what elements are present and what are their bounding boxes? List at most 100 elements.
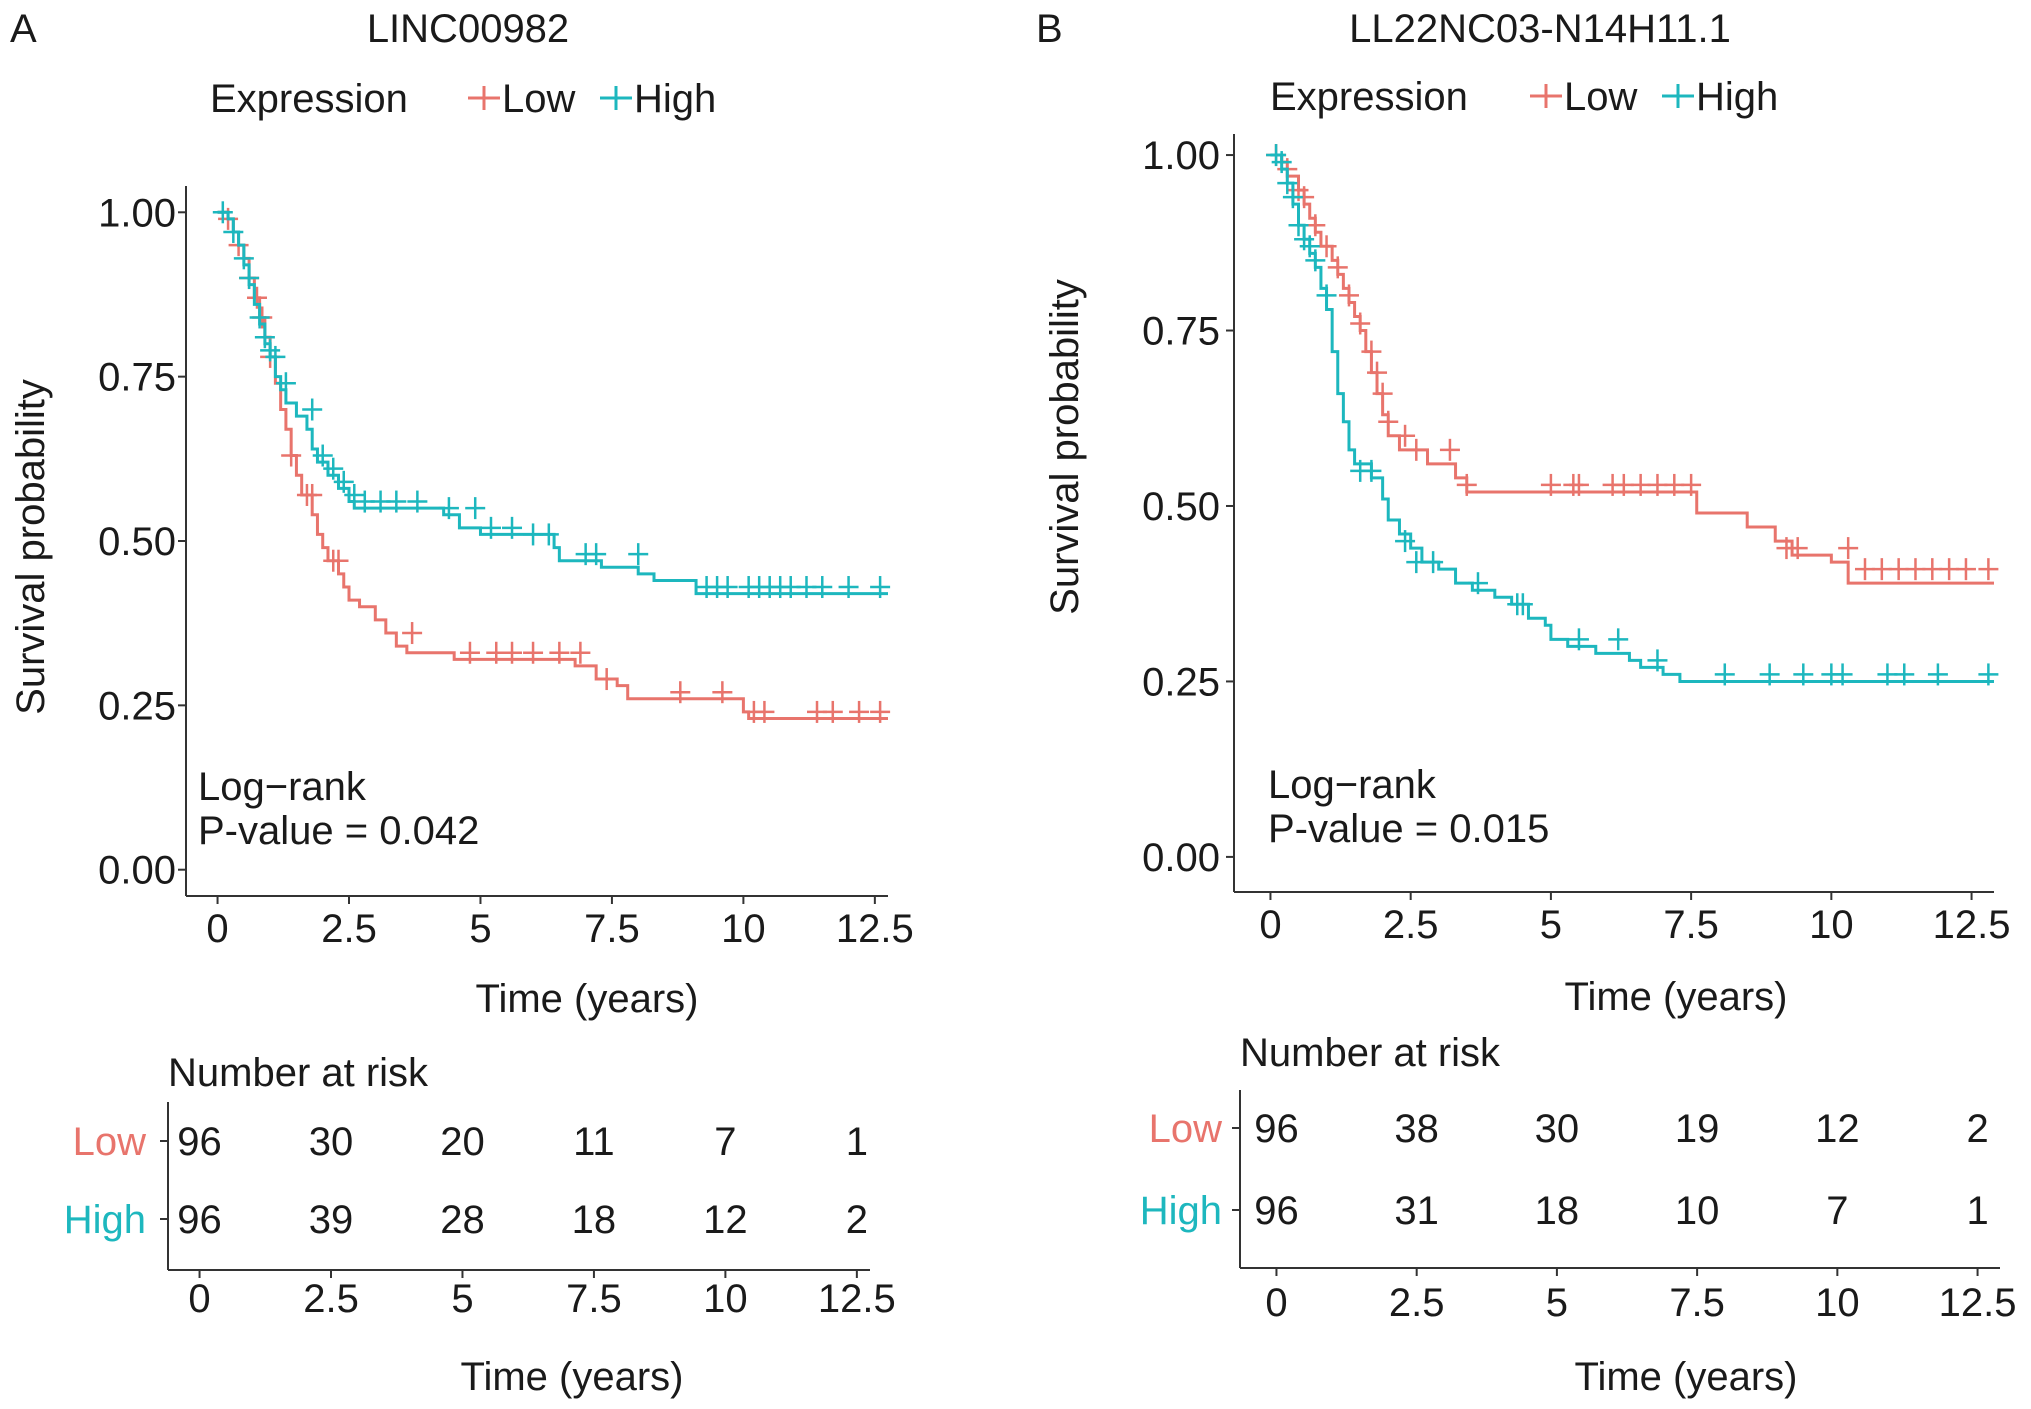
panel-b-risk-x-axis-label: Time (years) xyxy=(1575,1355,1798,1399)
panel-b-censor-mark-high xyxy=(1271,151,1292,174)
panel-b-censor-mark-low xyxy=(1305,214,1326,237)
panel-a-legend-low-key xyxy=(468,86,500,110)
panel-a-annotation-line2: P-value = 0.042 xyxy=(198,809,479,853)
panel-a-censor-mark-high xyxy=(717,576,738,599)
panel-a-censor-mark-high xyxy=(502,516,523,539)
panel-a-censor-mark-low xyxy=(754,700,775,723)
panel-a-x-tick-label: 5 xyxy=(469,907,491,951)
panel-b-risk-low-label: Low xyxy=(1149,1107,1222,1151)
panel-b-censor-mark-low xyxy=(1613,473,1634,496)
panel-b-risk-title: Number at risk xyxy=(1240,1031,1501,1075)
chart-marks: 0.000.250.500.751.000 2.5 5 7.5 10 12.596 30 20… xyxy=(98,134,2016,1325)
panel-a-censor-mark-high xyxy=(344,483,365,506)
panel-b-censor-mark-high xyxy=(1277,172,1298,195)
panel-a-censor-mark-high xyxy=(249,306,270,329)
panel-b-censor-mark-low xyxy=(1939,558,1960,581)
panel-b-censor-mark-high xyxy=(1305,249,1326,272)
panel-b-censor-mark-high xyxy=(1894,663,1915,686)
panel-b-annotation-line2: P-value = 0.015 xyxy=(1268,807,1549,851)
panel-a-legend-high-key xyxy=(600,86,632,110)
panel-b-legend-low-key xyxy=(1530,84,1562,108)
panel-b-annotation-line1: Log−rank xyxy=(1268,763,1437,807)
panel-b-curve-high xyxy=(1270,153,1994,683)
panel-b-censor-mark-low xyxy=(1367,361,1388,384)
panel-b-censor-mark-low xyxy=(1316,235,1337,258)
panel-b-risk-count-low: 2 xyxy=(1966,1107,1988,1151)
panel-a-censor-mark-low xyxy=(712,681,733,704)
panel-b-legend-high-key xyxy=(1662,84,1694,108)
panel-a-censor-mark-low xyxy=(281,444,302,467)
panel-b-censor-mark-high xyxy=(1282,186,1303,209)
panel-a-censor-mark-high xyxy=(870,576,891,599)
panel-a-curve-high xyxy=(217,210,888,596)
panel-a-y-tick-label: 0.25 xyxy=(98,684,176,728)
panel-a-risk-low-label: Low xyxy=(73,1120,146,1164)
panel-a-censor-mark-high xyxy=(386,490,407,513)
panel-b-risk-count-low: 30 xyxy=(1535,1107,1580,1151)
panel-b-censor-mark-low xyxy=(1350,312,1371,335)
panel-b-censor-mark-high xyxy=(1877,663,1898,686)
panel-b-censor-mark-high xyxy=(1512,593,1533,616)
panel-b-censor-mark-high xyxy=(1316,284,1337,307)
panel-b-risk-x-tick-label: 2.5 xyxy=(1389,1281,1445,1325)
panel-a-risk-high-label: High xyxy=(64,1198,146,1242)
panel-a-censor-mark-high xyxy=(275,372,296,395)
panel-b-censor-mark-high xyxy=(1647,649,1668,672)
panel-a-risk-x-tick-label: 5 xyxy=(451,1277,473,1321)
panel-a-censor-mark-high xyxy=(302,398,323,421)
panel-a-censor-mark-high xyxy=(233,247,254,270)
panel-b-risk-x-tick-label: 0 xyxy=(1265,1281,1287,1325)
panel-a-risk-count-high: 28 xyxy=(440,1198,485,1242)
panel-b-censor-mark-high xyxy=(1406,551,1427,574)
panel-b-risk-x-tick-label: 5 xyxy=(1546,1281,1568,1325)
panel-a-x-tick-label: 2.5 xyxy=(321,907,377,951)
panel-b-censor-mark-low xyxy=(1955,558,1976,581)
panel-a-risk-count-low: 11 xyxy=(573,1120,615,1164)
panel-b-censor-mark-low xyxy=(1854,558,1875,581)
panel-b-censor-mark-low xyxy=(1630,473,1651,496)
panel-a-censor-mark-low xyxy=(870,700,891,723)
panel-a-censor-mark-low xyxy=(502,641,523,664)
panel-b-censor-mark-high xyxy=(1714,663,1735,686)
panel-b-censor-mark-high xyxy=(1299,235,1320,258)
panel-a-title: LINC00982 xyxy=(367,7,569,51)
panel-a-risk-x-tick-label: 12.5 xyxy=(818,1277,896,1321)
panel-b-censor-mark-low xyxy=(1681,473,1702,496)
panel-b: B LL22NC03-N14H11.1 Expression Low High … xyxy=(1036,7,1797,1399)
panel-a-censor-mark-high xyxy=(333,470,354,493)
panel-b-risk-count-high: 1 xyxy=(1966,1189,1988,1233)
panel-b-censor-mark-low xyxy=(1647,473,1668,496)
panel-b-censor-mark-high xyxy=(1793,663,1814,686)
panel-b-censor-mark-high xyxy=(1832,663,1853,686)
panel-a-censor-mark-low xyxy=(849,700,870,723)
panel-b-x-axis-label: Time (years) xyxy=(1565,975,1788,1019)
panel-b-y-tick-label: 0.75 xyxy=(1142,310,1220,354)
panel-b-legend-title: Expression xyxy=(1270,75,1468,119)
panel-a-censor-mark-high xyxy=(465,497,486,520)
panel-a-risk-count-low: 7 xyxy=(714,1120,736,1164)
panel-b-risk-x-tick-label: 7.5 xyxy=(1669,1281,1725,1325)
panel-a-annotation-line1: Log−rank xyxy=(198,765,367,809)
panel-b-x-tick-label: 0 xyxy=(1259,903,1281,947)
panel-b-y-tick-label: 0.25 xyxy=(1142,660,1220,704)
panel-a-censor-mark-high xyxy=(586,543,607,566)
panel-b-risk-count-high: 7 xyxy=(1826,1189,1848,1233)
panel-b-x-tick-label: 12.5 xyxy=(1933,903,2011,947)
panel-a-censor-mark-low xyxy=(822,700,843,723)
panel-b-x-tick-label: 7.5 xyxy=(1663,903,1719,947)
panel-a-label: A xyxy=(10,7,37,51)
panel-b-risk-count-high: 96 xyxy=(1254,1189,1299,1233)
panel-a-censor-mark-high xyxy=(628,543,649,566)
panel-b-censor-mark-low xyxy=(1406,438,1427,461)
panel-b-title: LL22NC03-N14H11.1 xyxy=(1349,7,1731,51)
panel-b-censor-mark-low xyxy=(1664,473,1685,496)
panel-a-x-tick-label: 10 xyxy=(721,907,766,951)
panel-a-censor-mark-low xyxy=(670,681,691,704)
panel-a-risk-x-tick-label: 10 xyxy=(703,1277,748,1321)
panel-b-censor-mark-high xyxy=(1423,551,1444,574)
panel-a-risk-count-high: 12 xyxy=(703,1198,748,1242)
panel-a-risk-x-axis-label: Time (years) xyxy=(461,1355,684,1399)
panel-a-risk-count-low: 96 xyxy=(177,1120,222,1164)
panel-a-risk-count-high: 39 xyxy=(309,1198,354,1242)
panel-a-censor-mark-low xyxy=(402,622,423,645)
